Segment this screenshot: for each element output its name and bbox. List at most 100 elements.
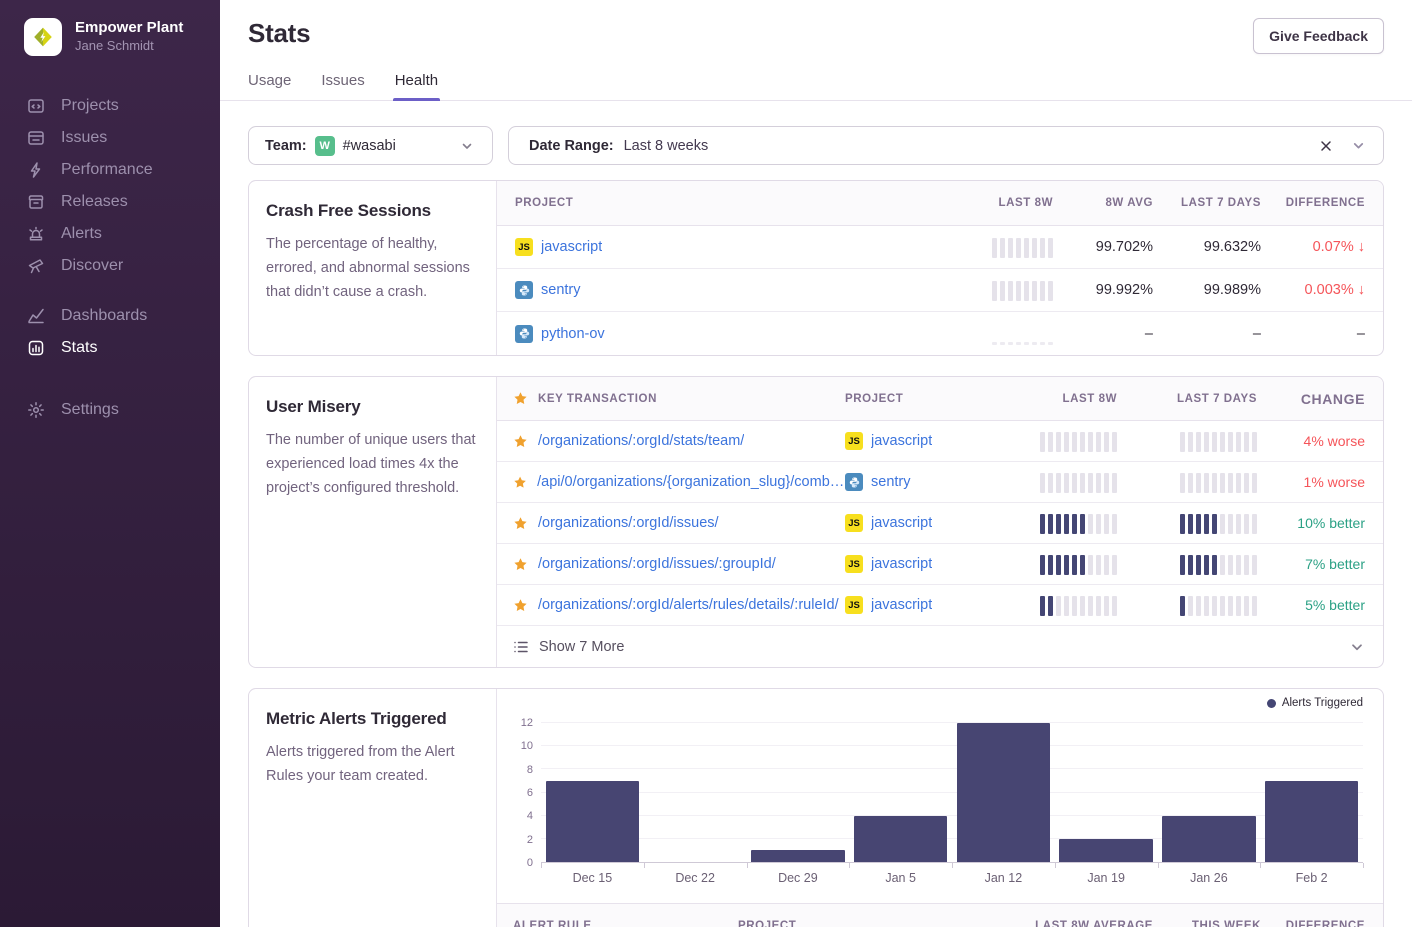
last-7d-value: – xyxy=(1252,325,1261,342)
transaction-link[interactable]: /organizations/:orgId/issues/:groupId/ xyxy=(538,556,776,572)
date-range-select[interactable]: Date Range: Last 8 weeks xyxy=(508,126,1384,165)
change-value: 10% better xyxy=(1297,515,1365,531)
sidebar-item-stats[interactable]: Stats xyxy=(0,332,220,364)
stats-icon xyxy=(26,338,46,358)
difference-value: 0.003% ↓ xyxy=(1304,282,1365,298)
avg-8w-value: 99.992% xyxy=(1095,282,1153,298)
project-link[interactable]: javascript xyxy=(871,597,933,613)
project-link[interactable]: javascript xyxy=(871,556,933,572)
chart-bar xyxy=(956,723,1051,862)
chart-bar xyxy=(545,780,640,862)
sidebar-item-discover[interactable]: Discover xyxy=(0,250,220,282)
tab-issues[interactable]: Issues xyxy=(321,72,365,89)
sparkline xyxy=(1040,471,1117,493)
content: Team: W #wasabi Date Range: Last 8 weeks xyxy=(220,101,1412,927)
alerts-icon xyxy=(26,224,46,244)
project-link[interactable]: sentry xyxy=(541,282,581,298)
sparkline xyxy=(992,236,1053,258)
sparkline xyxy=(1180,594,1257,616)
sidebar-item-label: Issues xyxy=(61,129,108,146)
sidebar-item-releases[interactable]: Releases xyxy=(0,186,220,218)
releases-icon xyxy=(26,192,46,212)
star-icon xyxy=(514,392,527,404)
metric-alerts-panel: Metric Alerts Triggered Alerts triggered… xyxy=(248,688,1384,927)
dashboards-icon xyxy=(26,306,46,326)
change-value: 4% worse xyxy=(1303,433,1365,449)
difference-value: – xyxy=(1356,325,1365,342)
sidebar-item-dashboards[interactable]: Dashboards xyxy=(0,300,220,332)
page-title: Stats xyxy=(248,18,311,48)
nav-divider xyxy=(0,364,220,394)
chart-legend[interactable]: Alerts Triggered xyxy=(1266,697,1363,709)
sidebar-item-settings[interactable]: Settings xyxy=(0,394,220,426)
project-link[interactable]: python-ov xyxy=(541,325,605,342)
clear-date-range-icon[interactable] xyxy=(1315,135,1337,157)
tab-usage[interactable]: Usage xyxy=(248,72,292,89)
tab-health[interactable]: Health xyxy=(392,72,441,101)
column-alert-rule: ALERT RULE xyxy=(513,919,592,927)
star-icon[interactable] xyxy=(513,557,528,572)
project-link[interactable]: javascript xyxy=(541,239,603,255)
metric-alerts-chart-area: Alerts Triggered 0 2 4 6 8 10 12 Dec 15 Dec 22 D… xyxy=(497,689,1383,927)
metric-alerts-description: Metric Alerts Triggered Alerts triggered… xyxy=(249,689,497,927)
star-icon[interactable] xyxy=(513,516,528,531)
sidebar-nav: Projects Issues Performance xyxy=(0,90,220,426)
column-difference: DIFFERENCE xyxy=(1285,919,1365,927)
chart-bar xyxy=(1264,780,1359,862)
column-project: PROJECT xyxy=(738,919,797,927)
tab-bar: Usage Issues Health xyxy=(248,72,1384,101)
list-icon xyxy=(514,641,528,652)
transaction-link[interactable]: /organizations/:orgId/stats/team/ xyxy=(538,433,745,449)
sidebar-item-projects[interactable]: Projects xyxy=(0,90,220,122)
chart-bar xyxy=(853,815,948,862)
sidebar-item-label: Settings xyxy=(61,401,119,418)
table-row: /organizations/:orgId/issues/ JS javascr… xyxy=(497,503,1383,544)
date-range-label: Date Range: xyxy=(529,137,614,154)
org-switcher[interactable]: Empower Plant Jane Schmidt xyxy=(0,18,220,56)
user-misery-panel: User Misery The number of unique users t… xyxy=(248,376,1384,668)
javascript-platform-icon: JS xyxy=(845,432,863,450)
chart-bar xyxy=(1162,815,1256,862)
team-select-label: Team: xyxy=(265,137,307,154)
project-link[interactable]: javascript xyxy=(871,433,933,449)
give-feedback-button[interactable]: Give Feedback xyxy=(1253,18,1384,54)
discover-icon xyxy=(26,256,46,276)
star-icon[interactable] xyxy=(513,434,528,449)
crash-free-sessions-panel: Crash Free Sessions The percentage of he… xyxy=(248,180,1384,356)
legend-dot-icon xyxy=(1266,698,1276,708)
arrow-down-icon: ↓ xyxy=(1357,282,1365,298)
team-select[interactable]: Team: W #wasabi xyxy=(248,126,493,165)
difference-value: 0.07% ↓ xyxy=(1312,239,1365,255)
star-icon[interactable] xyxy=(513,598,528,613)
sidebar-item-alerts[interactable]: Alerts xyxy=(0,218,220,250)
sidebar-item-label: Dashboards xyxy=(61,307,148,324)
project-link[interactable]: sentry xyxy=(871,474,911,490)
table-row: sentry 99.992% 99.989% 0.003% ↓ xyxy=(497,269,1383,312)
transaction-link[interactable]: /organizations/:orgId/issues/ xyxy=(538,515,719,531)
column-last-7-days: LAST 7 DAYS xyxy=(1176,392,1257,405)
sidebar-item-issues[interactable]: Issues xyxy=(0,122,220,154)
show-more-button[interactable]: Show 7 More xyxy=(497,626,1383,667)
org-user-name: Jane Schmidt xyxy=(75,37,154,53)
issues-icon xyxy=(26,128,46,148)
column-last-8w-average: LAST 8W AVERAGE xyxy=(1035,919,1153,927)
column-project: PROJECT xyxy=(515,197,574,209)
star-icon[interactable] xyxy=(513,475,527,490)
table-row: /organizations/:orgId/stats/team/ JS jav… xyxy=(497,421,1383,462)
table-row: python-ov – – – xyxy=(497,312,1383,355)
transaction-link[interactable]: /organizations/:orgId/alerts/rules/detai… xyxy=(538,597,839,613)
sidebar-item-label: Performance xyxy=(61,161,153,178)
sparkline xyxy=(992,279,1053,301)
table-row: /organizations/:orgId/issues/:groupId/ J… xyxy=(497,544,1383,585)
sparkline xyxy=(1180,471,1257,493)
transaction-link[interactable]: /api/0/organizations/{organization_slug}… xyxy=(537,474,845,490)
project-link[interactable]: javascript xyxy=(871,515,933,531)
crash-free-sessions-table: PROJECT LAST 8W 8W AVG LAST 7 DAYS DIFFE… xyxy=(497,181,1383,355)
sidebar-item-performance[interactable]: Performance xyxy=(0,154,220,186)
python-platform-icon xyxy=(515,281,533,299)
column-8w-avg: 8W AVG xyxy=(1105,197,1153,209)
alert-rules-table-header: ALERT RULE PROJECT LAST 8W AVERAGE THIS … xyxy=(497,903,1383,927)
sidebar-item-label: Discover xyxy=(61,257,124,274)
chevron-down-icon xyxy=(1347,135,1369,157)
sparkline xyxy=(1040,430,1117,452)
